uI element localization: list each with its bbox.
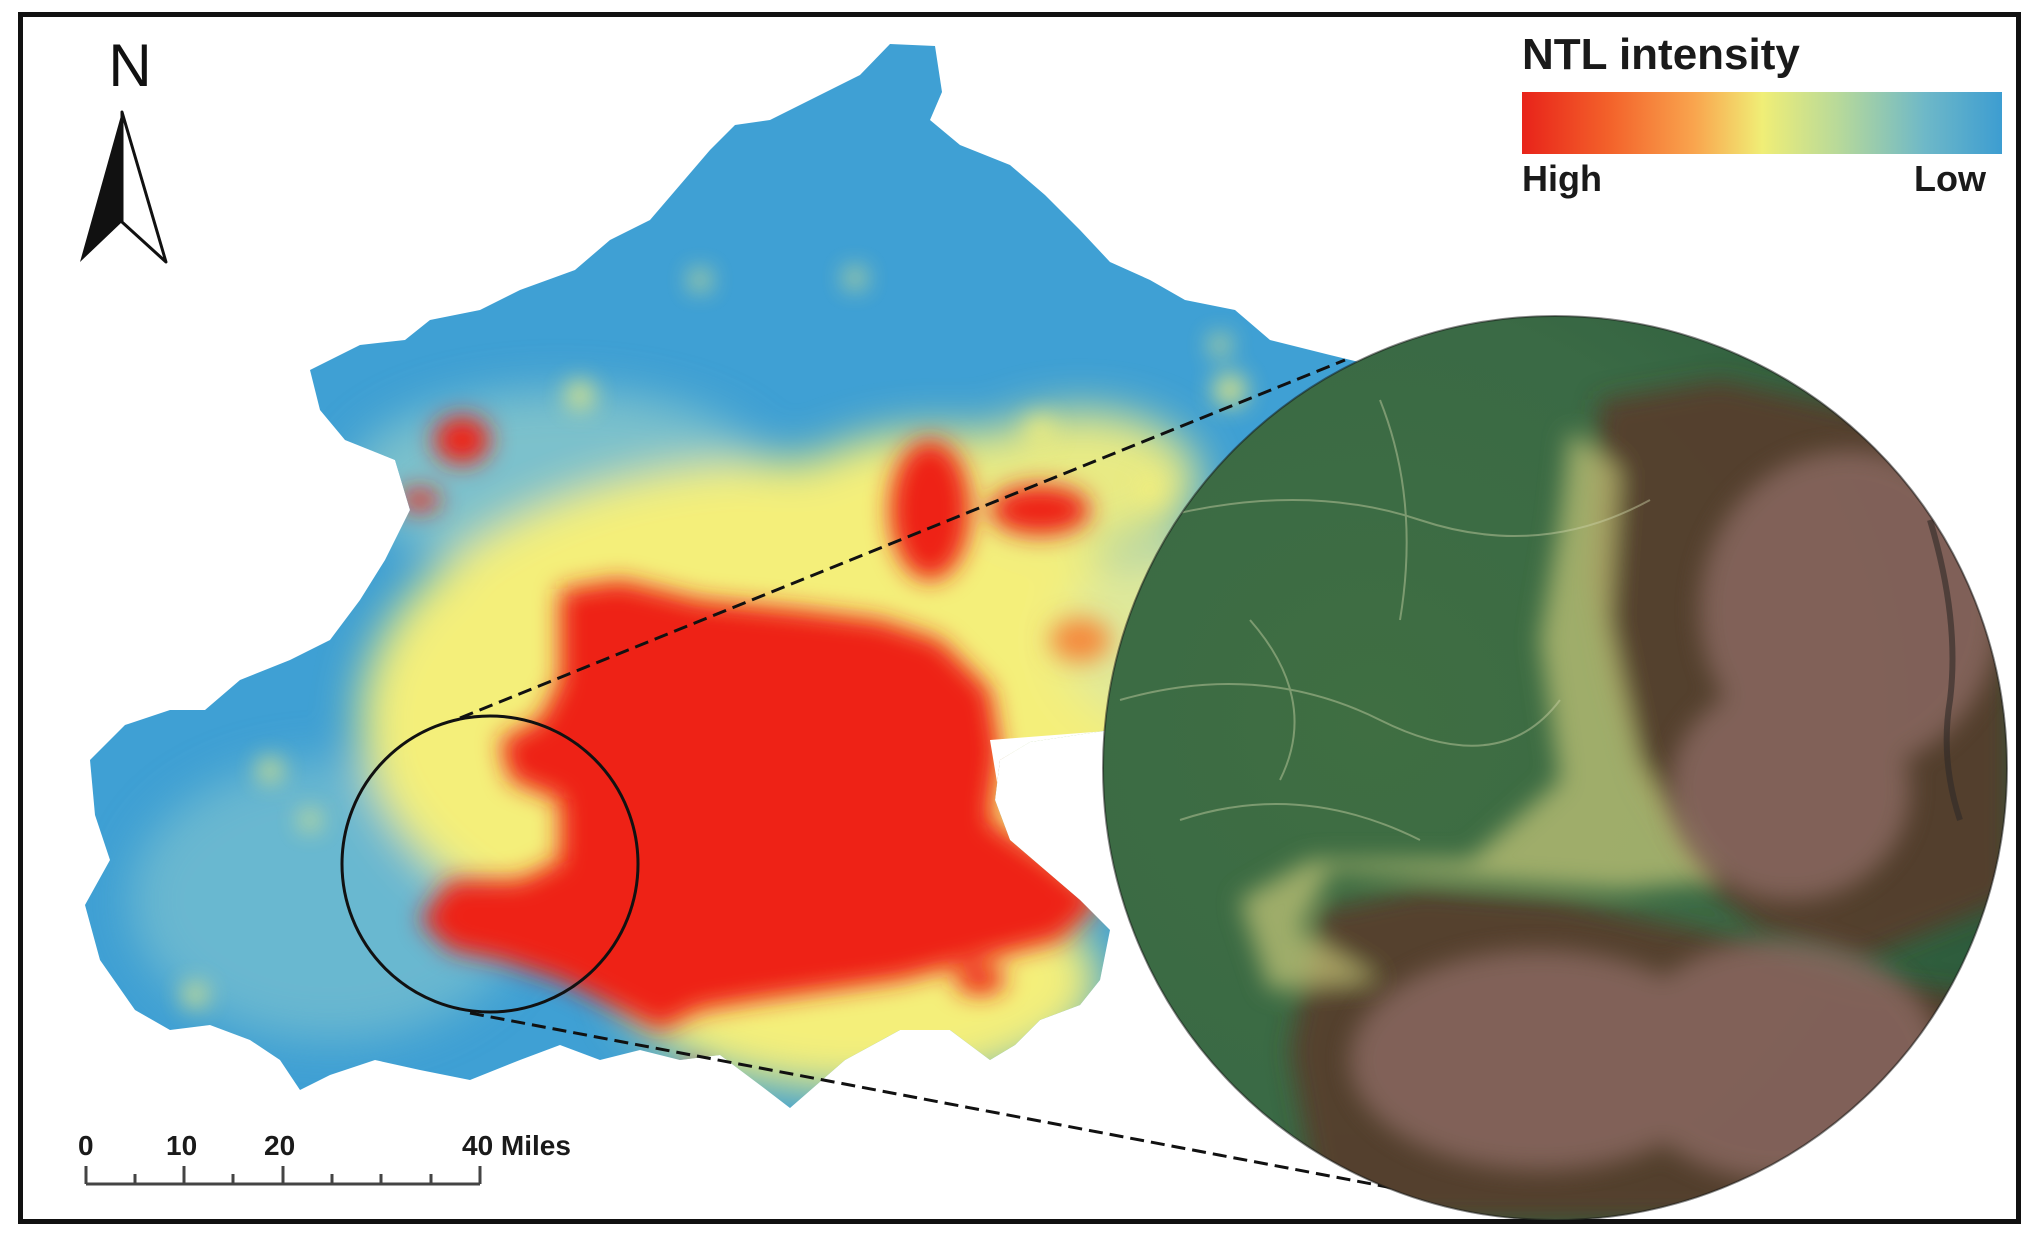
legend-high-label: High: [1522, 158, 1602, 199]
legend-color-ramp: [1522, 92, 2002, 154]
zoom-callout-circle: [340, 714, 640, 1014]
legend-low-label: Low: [1914, 158, 1986, 199]
leader-line-top: [459, 358, 1346, 720]
legend-title: NTL intensity: [1522, 30, 1800, 79]
satellite-inset-border: [1102, 315, 2008, 1221]
scale-bar: [84, 1166, 482, 1186]
scale-label-20: 20: [264, 1130, 296, 1161]
leader-line-bottom: [469, 1011, 1431, 1197]
north-label: N: [108, 32, 152, 99]
scale-label-40-miles: 40 Miles: [462, 1130, 571, 1161]
scale-label-0: 0: [78, 1130, 94, 1161]
scale-label-10: 10: [166, 1130, 198, 1161]
north-arrow-icon: [80, 110, 168, 264]
